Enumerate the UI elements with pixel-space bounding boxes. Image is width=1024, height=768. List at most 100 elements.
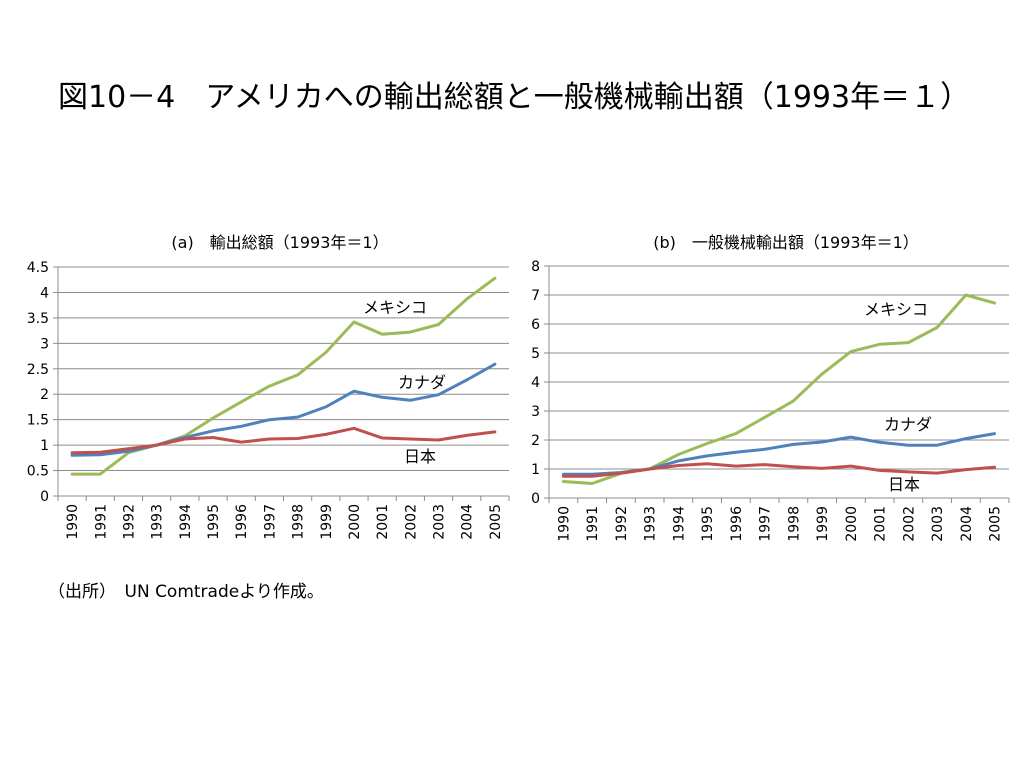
data-point <box>821 441 824 444</box>
x-tick-label: 2002 <box>403 504 419 540</box>
series-line <box>70 426 497 455</box>
x-tick-label: 1994 <box>178 504 194 540</box>
y-tick-label: 6 <box>531 317 540 333</box>
x-tick-label: 1994 <box>671 506 687 542</box>
data-point <box>677 464 680 467</box>
x-tick-label: 2004 <box>959 506 975 542</box>
series-label: メキシコ <box>363 298 427 317</box>
data-point <box>763 448 766 451</box>
data-point <box>849 350 852 353</box>
data-point <box>562 480 565 483</box>
data-point <box>993 466 996 469</box>
y-tick-label: 4.5 <box>27 260 49 276</box>
x-tick-label: 2001 <box>873 506 889 542</box>
y-tick-label: 3 <box>40 336 49 352</box>
data-point <box>878 469 881 472</box>
x-tick-label: 1996 <box>234 504 250 540</box>
x-tick-label: 1999 <box>319 504 335 540</box>
x-tick-label: 1990 <box>556 506 572 542</box>
data-point <box>936 444 939 447</box>
data-point <box>993 302 996 305</box>
data-point <box>734 432 737 435</box>
x-tick-label: 1993 <box>643 506 659 542</box>
data-point <box>936 472 939 475</box>
y-tick-label: 4 <box>40 285 49 301</box>
x-tick-label: 1996 <box>729 506 745 542</box>
chart-title: (b) 一般機械輸出額（1993年＝1） <box>653 233 919 252</box>
x-tick-label: 1992 <box>614 506 630 542</box>
x-tick-label: 1999 <box>815 506 831 542</box>
data-point <box>907 444 910 447</box>
series-line <box>561 293 997 485</box>
data-point <box>562 475 565 478</box>
x-tick-label: 1997 <box>262 504 278 540</box>
data-point <box>849 465 852 468</box>
x-tick-label: 1992 <box>121 504 137 540</box>
data-point <box>706 442 709 445</box>
data-point <box>792 443 795 446</box>
data-point <box>792 465 795 468</box>
x-tick-label: 1998 <box>291 504 307 540</box>
x-tick-label: 1991 <box>585 506 601 542</box>
data-point <box>964 468 967 471</box>
series-line <box>561 462 997 478</box>
data-point <box>619 472 622 475</box>
x-tick-label: 1995 <box>206 504 222 540</box>
data-point <box>734 451 737 454</box>
series-label: メキシコ <box>864 300 928 319</box>
x-tick-label: 2004 <box>460 504 476 540</box>
data-point <box>706 462 709 465</box>
y-tick-label: 1 <box>531 462 540 478</box>
y-tick-label: 2 <box>40 387 49 403</box>
data-point <box>821 467 824 470</box>
x-tick-label: 2005 <box>988 506 1004 542</box>
y-tick-label: 7 <box>531 288 540 304</box>
y-tick-label: 0 <box>40 489 49 505</box>
data-point <box>792 399 795 402</box>
x-tick-label: 1997 <box>758 506 774 542</box>
y-tick-label: 2 <box>531 433 540 449</box>
data-point <box>677 453 680 456</box>
series-label: カナダ <box>398 373 446 392</box>
series-label: 日本 <box>888 475 920 494</box>
data-point <box>936 326 939 329</box>
data-point <box>677 459 680 462</box>
x-tick-label: 2000 <box>844 506 860 542</box>
data-point <box>907 341 910 344</box>
x-tick-label: 2000 <box>347 504 363 540</box>
y-tick-label: 5 <box>531 346 540 362</box>
source-note: （出所） UN Comtradeより作成。 <box>48 582 324 602</box>
slide-title: 図10－4 アメリカへの輸出総額と一般機械輸出額（1993年＝１） <box>58 80 971 115</box>
data-point <box>648 468 651 471</box>
y-tick-label: 8 <box>531 259 540 275</box>
x-tick-label: 1991 <box>93 504 109 540</box>
y-tick-label: 0 <box>531 491 540 507</box>
x-tick-label: 2003 <box>432 504 448 540</box>
y-tick-label: 2.5 <box>27 362 49 378</box>
data-point <box>964 294 967 297</box>
data-point <box>907 470 910 473</box>
y-tick-label: 1 <box>40 438 49 454</box>
y-tick-label: 1.5 <box>27 413 49 429</box>
data-point <box>763 416 766 419</box>
data-point <box>964 437 967 440</box>
x-tick-label: 1993 <box>150 504 166 540</box>
x-tick-label: 1990 <box>65 504 81 540</box>
data-point <box>821 372 824 375</box>
x-tick-label: 2002 <box>901 506 917 542</box>
x-tick-label: 2001 <box>375 504 391 540</box>
data-point <box>993 432 996 435</box>
y-tick-label: 4 <box>531 375 540 391</box>
data-point <box>734 465 737 468</box>
data-point <box>878 343 881 346</box>
series-label: カナダ <box>884 415 932 434</box>
data-point <box>591 482 594 485</box>
data-point <box>763 463 766 466</box>
data-point <box>878 441 881 444</box>
series-label: 日本 <box>404 447 436 466</box>
data-point <box>591 475 594 478</box>
x-tick-label: 1998 <box>786 506 802 542</box>
x-tick-label: 2003 <box>930 506 946 542</box>
